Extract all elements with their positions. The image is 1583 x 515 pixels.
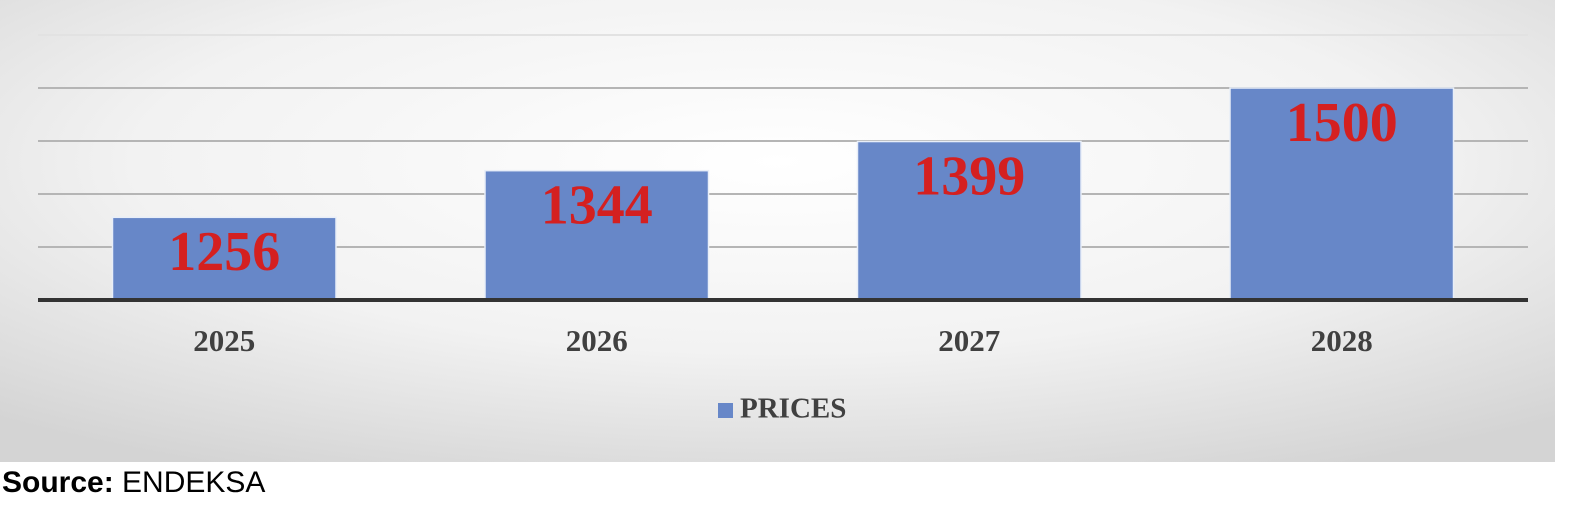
- chart: 2025 1256 2026 1344 2027 1399 2028 1500 PRICES: [0, 0, 1555, 462]
- legend-label: PRICES: [740, 393, 846, 425]
- source: ENDEKSA: [122, 466, 266, 499]
- legend-swatch: [718, 403, 733, 418]
- x-tick-label: 2025: [193, 323, 255, 358]
- x-tick-label: 2028: [1311, 323, 1373, 358]
- x-tick-label: 2026: [566, 323, 628, 358]
- value-label: 1256: [168, 221, 280, 283]
- value-label: 1399: [913, 145, 1025, 207]
- x-tick-label: 2027: [938, 323, 1000, 358]
- source-note: Source: ENDEKSA: [2, 466, 265, 500]
- value-label: 1500: [1286, 92, 1398, 154]
- source-label: Source:: [2, 466, 114, 499]
- value-label: 1344: [541, 175, 653, 237]
- bar: [111, 216, 337, 301]
